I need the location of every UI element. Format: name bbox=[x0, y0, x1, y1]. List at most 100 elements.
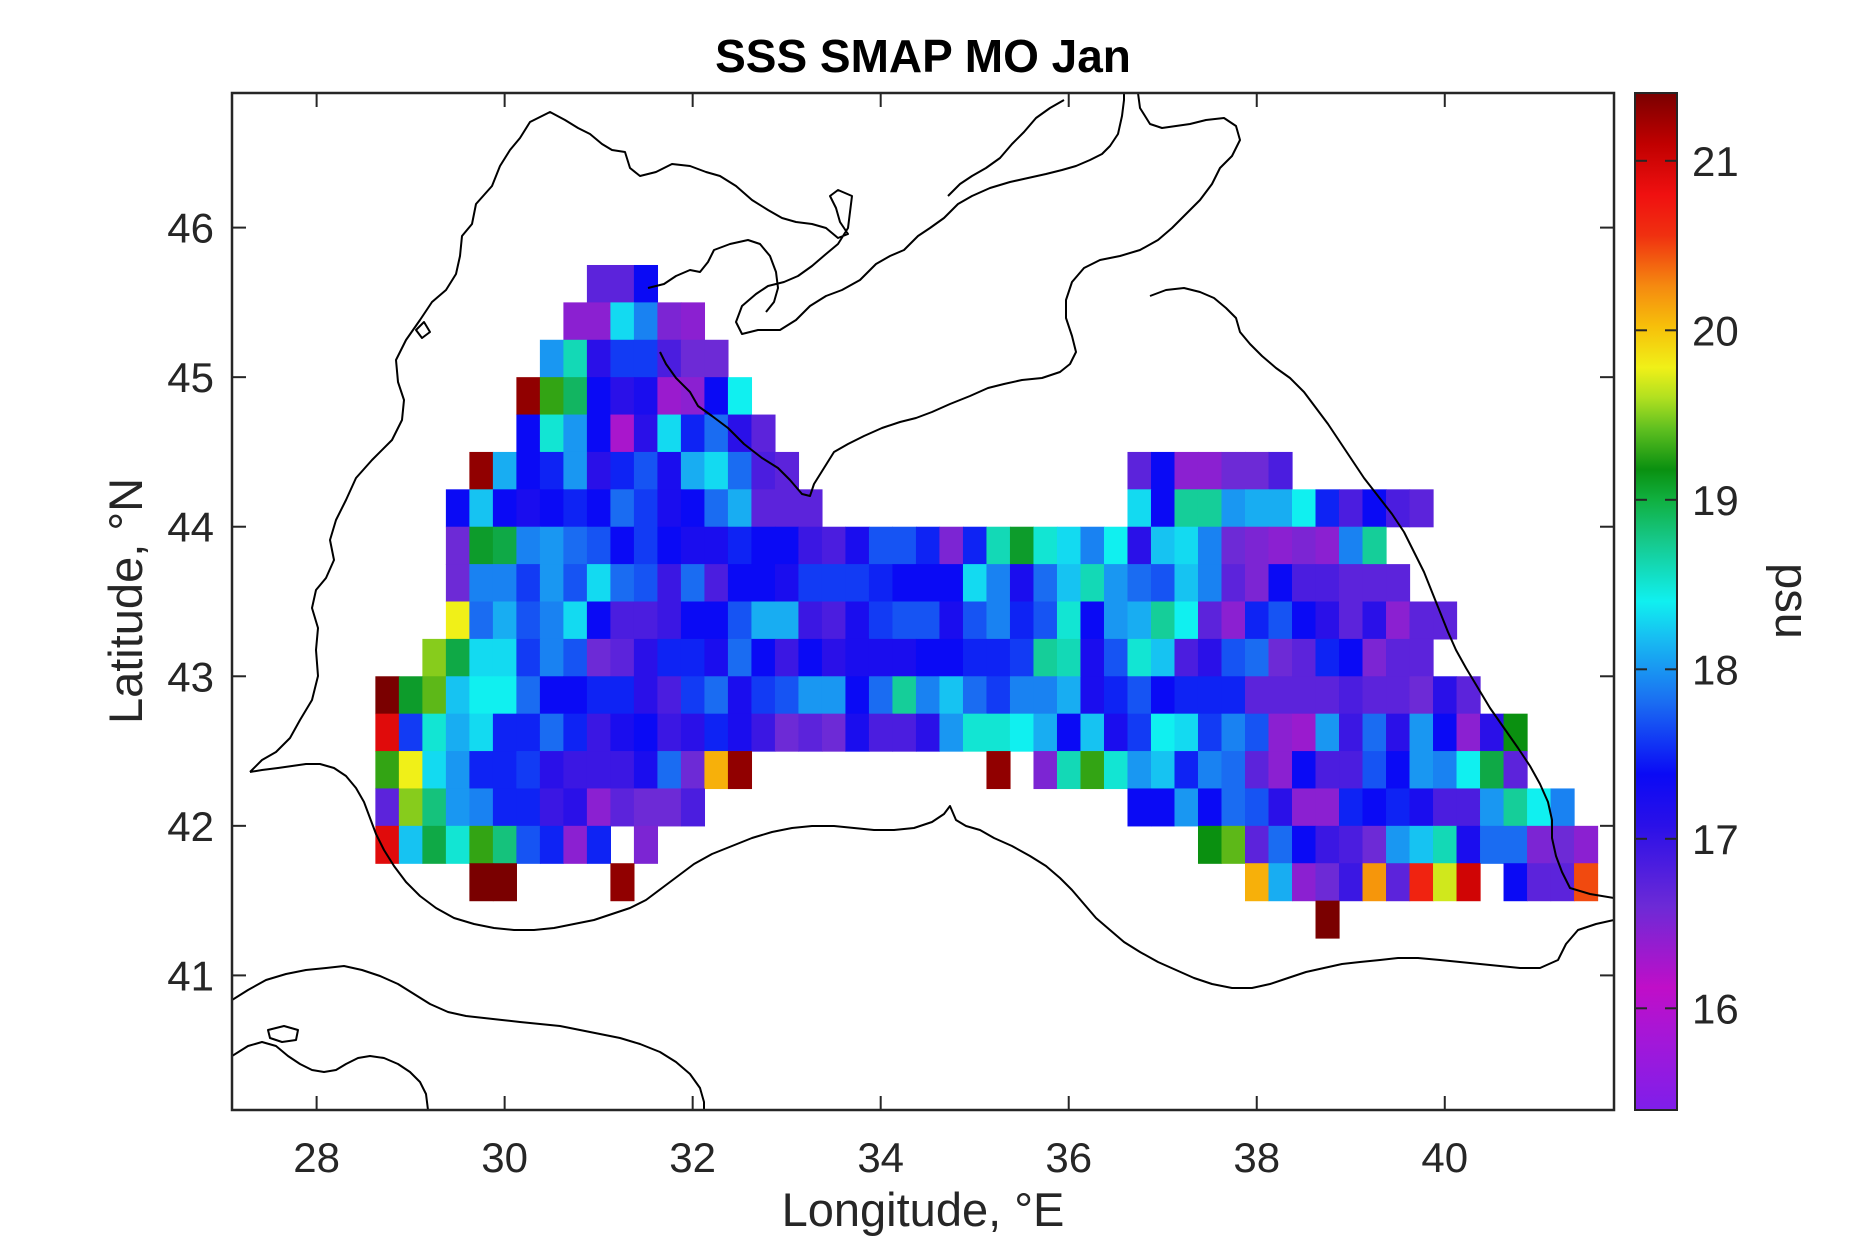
salinity-cell bbox=[939, 564, 964, 603]
salinity-cell bbox=[1527, 825, 1552, 864]
salinity-cell bbox=[1268, 676, 1293, 715]
salinity-cell bbox=[1221, 638, 1246, 677]
salinity-cell bbox=[445, 601, 470, 640]
salinity-cell bbox=[774, 526, 800, 565]
salinity-cell bbox=[633, 601, 659, 640]
salinity-cell bbox=[1245, 601, 1270, 640]
salinity-cell bbox=[1409, 713, 1434, 752]
salinity-cell bbox=[1409, 751, 1434, 790]
salinity-cell bbox=[680, 601, 706, 640]
salinity-cell bbox=[563, 713, 588, 752]
salinity-cell bbox=[1174, 713, 1199, 752]
x-tick-label: 28 bbox=[293, 1134, 340, 1181]
salinity-cell bbox=[657, 526, 682, 565]
salinity-cell bbox=[774, 638, 800, 677]
salinity-cell bbox=[1268, 751, 1293, 790]
salinity-cell bbox=[1127, 751, 1152, 790]
salinity-cell bbox=[1221, 751, 1246, 790]
salinity-cell bbox=[1339, 526, 1364, 565]
salinity-cell bbox=[1362, 713, 1387, 752]
salinity-cell bbox=[1315, 713, 1340, 752]
salinity-cell bbox=[422, 676, 447, 715]
salinity-cell bbox=[516, 713, 541, 752]
y-tick-label: 45 bbox=[167, 354, 214, 401]
salinity-cell bbox=[1292, 638, 1317, 677]
salinity-cell bbox=[1268, 601, 1293, 640]
salinity-cell bbox=[516, 825, 541, 864]
salinity-cell bbox=[1409, 863, 1434, 902]
salinity-cell bbox=[469, 713, 494, 752]
salinity-cell bbox=[1009, 601, 1035, 640]
salinity-cell bbox=[1197, 788, 1223, 827]
salinity-cell bbox=[1150, 713, 1176, 752]
salinity-cell bbox=[727, 751, 753, 790]
salinity-cell bbox=[1268, 564, 1293, 603]
salinity-cell bbox=[1245, 751, 1270, 790]
salinity-cell bbox=[1150, 601, 1176, 640]
salinity-cell bbox=[727, 601, 753, 640]
salinity-cell bbox=[1386, 564, 1411, 603]
salinity-cell bbox=[704, 564, 729, 603]
salinity-cell bbox=[1174, 676, 1199, 715]
coastline bbox=[232, 93, 1614, 1110]
salinity-cell bbox=[1456, 825, 1481, 864]
salinity-cell bbox=[1315, 863, 1340, 902]
salinity-cell bbox=[469, 451, 494, 490]
salinity-cell bbox=[1527, 788, 1552, 827]
salinity-cell bbox=[1221, 825, 1246, 864]
salinity-cell bbox=[1433, 601, 1458, 640]
salinity-cell bbox=[1292, 489, 1317, 528]
salinity-cell bbox=[704, 751, 729, 790]
salinity-cell bbox=[1150, 638, 1176, 677]
salinity-cell bbox=[821, 601, 847, 640]
salinity-cell bbox=[1245, 489, 1270, 528]
salinity-cell bbox=[492, 451, 517, 490]
salinity-cell bbox=[821, 564, 847, 603]
chart-title: SSS SMAP MO Jan bbox=[715, 30, 1131, 82]
colorbar-label: psu bbox=[1766, 563, 1819, 639]
salinity-cell bbox=[1292, 825, 1317, 864]
salinity-cell bbox=[610, 601, 635, 640]
salinity-cell bbox=[1221, 489, 1246, 528]
salinity-cell bbox=[469, 638, 494, 677]
salinity-cell bbox=[1362, 676, 1387, 715]
x-tick-label: 34 bbox=[857, 1134, 904, 1181]
salinity-cell bbox=[633, 451, 659, 490]
salinity-cell bbox=[727, 489, 753, 528]
salinity-cell bbox=[1268, 489, 1293, 528]
salinity-cell bbox=[492, 638, 517, 677]
salinity-cell bbox=[1268, 451, 1293, 490]
colorbar-tick-label: 18 bbox=[1692, 646, 1739, 693]
salinity-cell bbox=[539, 788, 564, 827]
salinity-cell bbox=[492, 676, 517, 715]
salinity-cell bbox=[1245, 451, 1270, 490]
salinity-cell bbox=[962, 676, 988, 715]
salinity-cell bbox=[939, 638, 964, 677]
salinity-cell bbox=[610, 377, 635, 416]
salinity-cell bbox=[1339, 788, 1364, 827]
salinity-cell bbox=[516, 489, 541, 528]
salinity-cell bbox=[1315, 526, 1340, 565]
salinity-cell bbox=[1127, 564, 1152, 603]
salinity-cell bbox=[798, 564, 823, 603]
salinity-cell bbox=[1433, 825, 1458, 864]
salinity-cell bbox=[1550, 863, 1575, 902]
salinity-cell bbox=[610, 264, 635, 303]
salinity-cell bbox=[868, 638, 894, 677]
salinity-cell bbox=[1339, 676, 1364, 715]
salinity-cell bbox=[1245, 638, 1270, 677]
salinity-cell bbox=[633, 264, 659, 303]
salinity-cell bbox=[1362, 601, 1387, 640]
salinity-cell bbox=[1456, 676, 1481, 715]
x-tick-label: 36 bbox=[1045, 1134, 1092, 1181]
salinity-cell bbox=[1150, 788, 1176, 827]
salinity-cell bbox=[1245, 676, 1270, 715]
salinity-cell bbox=[1315, 601, 1340, 640]
salinity-cell bbox=[1386, 825, 1411, 864]
salinity-cell bbox=[680, 451, 706, 490]
salinity-cell bbox=[563, 825, 588, 864]
salinity-cell bbox=[1221, 713, 1246, 752]
salinity-cell bbox=[1574, 825, 1599, 864]
salinity-cell bbox=[1221, 451, 1246, 490]
